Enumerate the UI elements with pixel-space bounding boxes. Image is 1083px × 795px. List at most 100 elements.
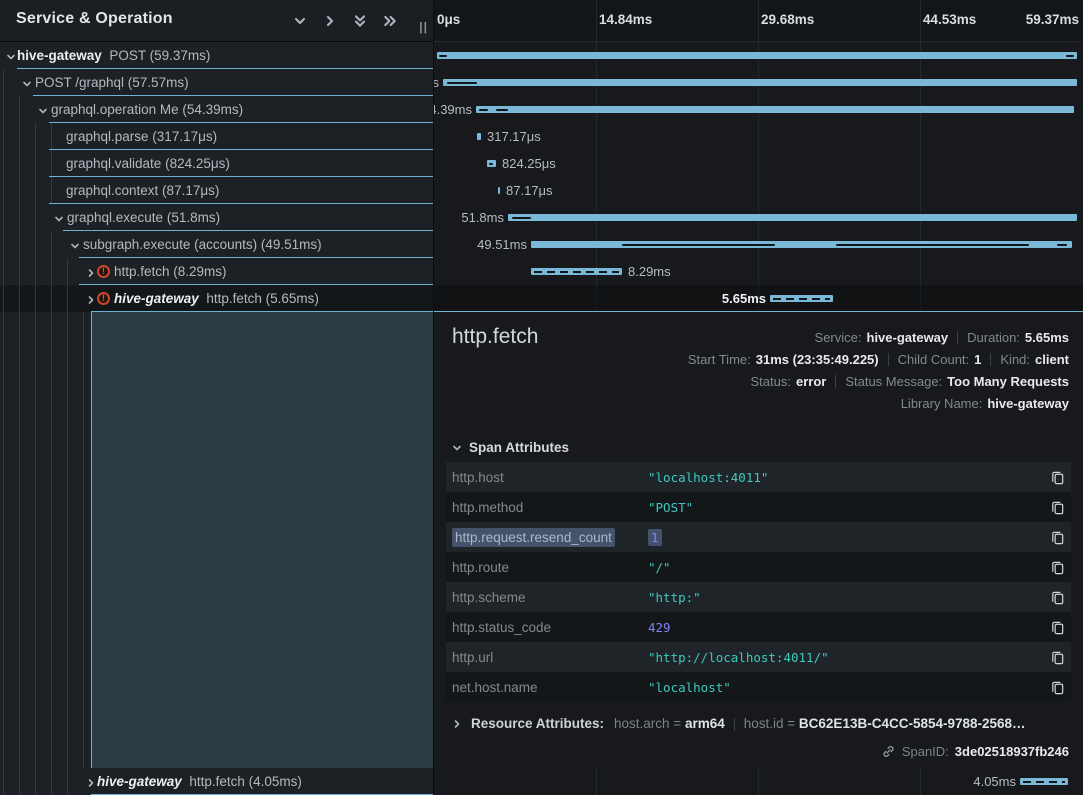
span-name-label: hive-gateway POST (59.37ms) xyxy=(17,42,210,69)
span-bar[interactable] xyxy=(476,106,1074,113)
operation-label: http.fetch (5.65ms) xyxy=(206,291,319,306)
attribute-value: "http://localhost:4011/" xyxy=(648,650,1039,665)
span-bar[interactable] xyxy=(477,133,481,140)
span-bar[interactable] xyxy=(443,79,1077,86)
chevron-right-icon[interactable] xyxy=(85,293,97,305)
chevrons-right-icon[interactable] xyxy=(382,13,398,29)
chevron-right-icon[interactable] xyxy=(322,13,338,29)
tree-row[interactable]: graphql.context (87.17μs) xyxy=(0,177,434,204)
span-name-label: graphql.execute (51.8ms) xyxy=(67,204,220,231)
span-name-label: graphql.operation Me (54.39ms) xyxy=(51,96,243,123)
chevron-down-icon[interactable] xyxy=(21,77,33,89)
resource-attributes-row[interactable]: Resource Attributes: host.arch = arm64ho… xyxy=(451,716,1069,731)
operation-label: POST /graphql (57.57ms) xyxy=(35,75,189,90)
attribute-row[interactable]: http.host"localhost:4011" xyxy=(446,462,1071,492)
copy-icon[interactable] xyxy=(1039,680,1065,695)
indent-guide xyxy=(19,231,20,258)
attribute-row[interactable]: http.status_code429 xyxy=(446,612,1071,642)
indent-guide xyxy=(35,177,36,204)
indent-guide xyxy=(35,123,36,150)
panel-resize-handle[interactable]: || xyxy=(419,20,428,34)
chevron-right-icon[interactable] xyxy=(85,266,97,278)
indent-guides xyxy=(0,312,91,768)
panel-divider[interactable] xyxy=(433,0,434,795)
span-name-label: hive-gateway http.fetch (4.05ms) xyxy=(97,768,302,795)
indent-guide xyxy=(19,768,20,795)
operation-label: graphql.context (87.17μs) xyxy=(66,183,219,198)
attribute-row[interactable]: http.method"POST" xyxy=(446,492,1071,522)
span-attributes-header[interactable]: Span Attributes xyxy=(451,440,569,455)
indent-guide xyxy=(35,150,36,177)
meta-divider xyxy=(888,353,889,366)
indent-guide xyxy=(35,231,36,258)
chevron-right-icon[interactable] xyxy=(85,776,97,788)
link-icon[interactable] xyxy=(881,744,896,759)
attribute-row[interactable]: http.scheme"http:" xyxy=(446,582,1071,612)
indent-guide xyxy=(35,312,36,768)
chevron-down-icon[interactable] xyxy=(69,239,81,251)
resource-attributes-values: host.arch = arm64host.id = BC62E13B-C4CC… xyxy=(614,716,1026,731)
indent-guide xyxy=(67,768,68,795)
tree-row[interactable]: graphql.validate (824.25μs) xyxy=(0,150,434,177)
copy-icon[interactable] xyxy=(1039,470,1065,485)
attribute-row[interactable]: http.request.resend_count1 xyxy=(446,522,1071,552)
indent-guide xyxy=(51,285,52,312)
copy-icon[interactable] xyxy=(1039,530,1065,545)
indent-guide xyxy=(83,312,84,768)
span-bar[interactable] xyxy=(1020,778,1068,785)
indent-guide xyxy=(35,204,36,231)
meta-line: Library Name:hive-gateway xyxy=(688,392,1069,414)
attribute-value: "localhost" xyxy=(648,680,1039,695)
attribute-row[interactable]: http.route"/" xyxy=(446,552,1071,582)
tree-row[interactable]: !http.fetch (8.29ms) xyxy=(0,258,434,285)
duration-label: 8.29ms xyxy=(628,258,671,285)
indent-guide xyxy=(19,96,20,123)
copy-icon[interactable] xyxy=(1039,650,1065,665)
chevrons-down-icon[interactable] xyxy=(352,13,368,29)
duration-label: 49.51ms xyxy=(477,231,527,258)
attribute-value: "localhost:4011" xyxy=(648,470,1039,485)
span-bar[interactable] xyxy=(437,52,1077,59)
chevron-down-icon[interactable] xyxy=(5,50,17,62)
span-meta: Service:hive-gatewayDuration:5.65msStart… xyxy=(688,326,1069,414)
span-attributes-table: http.host"localhost:4011"http.method"POS… xyxy=(446,462,1071,702)
service-name: hive-gateway xyxy=(97,774,182,789)
tree-row[interactable]: !hive-gateway http.fetch (5.65ms) xyxy=(0,285,434,312)
tree-row[interactable]: subgraph.execute (accounts) (49.51ms) xyxy=(0,231,434,258)
operation-label: graphql.validate (824.25μs) xyxy=(66,156,230,171)
tree-row[interactable]: graphql.parse (317.17μs) xyxy=(0,123,434,150)
chevron-down-icon[interactable] xyxy=(53,212,65,224)
attribute-row[interactable]: net.host.name"localhost" xyxy=(446,672,1071,702)
chevron-down-icon[interactable] xyxy=(37,104,49,116)
tree-row[interactable]: POST /graphql (57.57ms) xyxy=(0,69,434,96)
span-bar[interactable] xyxy=(770,295,833,302)
child-span-marker xyxy=(479,109,488,111)
attribute-row[interactable]: http.url"http://localhost:4011/" xyxy=(446,642,1071,672)
attribute-value: 429 xyxy=(648,620,1039,635)
duration-label: 57.57ms xyxy=(434,69,439,96)
chevron-down-icon[interactable] xyxy=(292,13,308,29)
copy-icon[interactable] xyxy=(1039,590,1065,605)
meta-label: Start Time: xyxy=(688,352,751,367)
time-tick: 0μs xyxy=(437,12,460,27)
tree-row[interactable]: graphql.operation Me (54.39ms) xyxy=(0,96,434,123)
indent-guide xyxy=(51,768,52,795)
tree-row[interactable]: hive-gateway http.fetch (4.05ms) xyxy=(0,768,434,795)
span-name-label: hive-gateway http.fetch (5.65ms) xyxy=(114,285,319,312)
span-name-label: http.fetch (8.29ms) xyxy=(114,258,227,285)
duration-label: 51.8ms xyxy=(461,204,504,231)
indent-guide xyxy=(19,150,20,177)
span-bar[interactable] xyxy=(531,268,622,275)
copy-icon[interactable] xyxy=(1039,620,1065,635)
indent-guide xyxy=(51,123,52,150)
span-bar[interactable] xyxy=(498,187,500,194)
copy-icon[interactable] xyxy=(1039,560,1065,575)
copy-icon[interactable] xyxy=(1039,500,1065,515)
operation-label: graphql.parse (317.17μs) xyxy=(66,129,217,144)
indent-guide xyxy=(67,258,68,285)
tree-row[interactable]: hive-gateway POST (59.37ms) xyxy=(0,42,434,69)
attribute-key: http.status_code xyxy=(452,620,648,635)
span-bar[interactable] xyxy=(508,214,1077,221)
tree-row[interactable]: graphql.execute (51.8ms) xyxy=(0,204,434,231)
child-span-marker xyxy=(439,55,447,57)
